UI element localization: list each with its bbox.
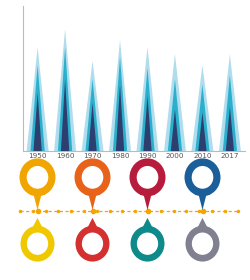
Polygon shape — [88, 218, 98, 228]
Polygon shape — [226, 107, 234, 151]
Polygon shape — [86, 79, 100, 151]
Polygon shape — [140, 180, 155, 195]
Polygon shape — [85, 180, 100, 210]
Polygon shape — [195, 180, 210, 195]
Polygon shape — [171, 109, 179, 151]
Polygon shape — [85, 180, 100, 195]
Polygon shape — [88, 103, 97, 151]
Polygon shape — [116, 85, 124, 151]
Polygon shape — [142, 218, 152, 228]
Circle shape — [184, 158, 220, 196]
Circle shape — [192, 233, 212, 254]
Circle shape — [27, 166, 48, 189]
Polygon shape — [140, 180, 155, 210]
Polygon shape — [143, 96, 152, 151]
Polygon shape — [54, 29, 76, 151]
Polygon shape — [136, 47, 158, 151]
Circle shape — [28, 233, 48, 254]
Polygon shape — [219, 54, 241, 151]
Circle shape — [82, 166, 103, 189]
Polygon shape — [198, 112, 206, 151]
Polygon shape — [30, 180, 45, 195]
Circle shape — [82, 233, 102, 254]
Polygon shape — [223, 75, 237, 151]
Polygon shape — [61, 79, 69, 151]
Polygon shape — [168, 79, 182, 151]
Circle shape — [20, 158, 56, 196]
Circle shape — [138, 233, 158, 254]
Wedge shape — [130, 226, 164, 262]
Polygon shape — [34, 93, 42, 151]
Polygon shape — [140, 68, 155, 151]
Wedge shape — [20, 226, 54, 262]
Polygon shape — [26, 47, 48, 151]
Polygon shape — [113, 57, 127, 151]
Polygon shape — [82, 61, 104, 151]
Wedge shape — [186, 226, 220, 262]
Polygon shape — [198, 218, 207, 228]
Circle shape — [74, 158, 110, 196]
Polygon shape — [58, 47, 72, 151]
Polygon shape — [32, 218, 42, 228]
Polygon shape — [195, 180, 210, 210]
Polygon shape — [30, 180, 45, 210]
Circle shape — [192, 166, 213, 189]
Circle shape — [137, 166, 158, 189]
Polygon shape — [192, 65, 214, 151]
Circle shape — [130, 158, 166, 196]
Polygon shape — [30, 65, 45, 151]
Wedge shape — [76, 226, 110, 262]
Polygon shape — [164, 54, 186, 151]
Polygon shape — [195, 85, 210, 151]
Polygon shape — [109, 40, 131, 151]
